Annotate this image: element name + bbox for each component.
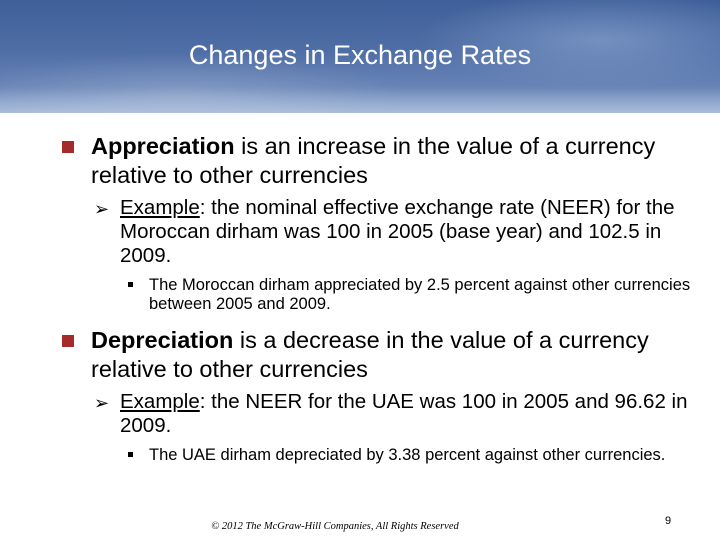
detail-text: The UAE dirham depreciated by 3.38 perce… xyxy=(149,446,666,464)
bullet-term: Appreciation xyxy=(91,133,235,159)
detail-text: The Moroccan dirham appreciated by 2.5 p… xyxy=(149,276,691,313)
example-label: Example xyxy=(120,390,200,413)
page-number: 9 xyxy=(665,515,672,527)
bullet-text: is an increase in the value of a currenc… xyxy=(91,133,656,188)
example-depreciation: ➢ Example: the NEER for the UAE was 100 … xyxy=(62,390,712,438)
square-bullet-icon xyxy=(62,335,74,347)
example-appreciation: ➢ Example: the nominal effective exchang… xyxy=(62,196,712,268)
small-square-bullet-icon xyxy=(128,282,133,287)
bullet-appreciation: Appreciation is an increase in the value… xyxy=(62,132,712,190)
bullet-term: Depreciation xyxy=(91,327,234,353)
arrow-bullet-icon: ➢ xyxy=(94,393,110,413)
copyright-footer: © 2012 The McGraw-Hill Companies, All Ri… xyxy=(211,521,459,532)
example-text: : the NEER for the UAE was 100 in 2005 a… xyxy=(120,390,688,437)
square-bullet-icon xyxy=(62,141,74,153)
small-square-bullet-icon xyxy=(128,452,133,457)
slide-title: Changes in Exchange Rates xyxy=(188,40,532,70)
detail-appreciation: The Moroccan dirham appreciated by 2.5 p… xyxy=(62,276,712,314)
title-bar: Changes in Exchange Rates xyxy=(0,0,720,113)
bullet-text: is a decrease in the value of a currency… xyxy=(91,327,649,382)
title-bar-band xyxy=(0,86,720,113)
example-text: : the nominal effective exchange rate (N… xyxy=(120,196,675,267)
slide-content: Appreciation is an increase in the value… xyxy=(62,132,712,477)
arrow-bullet-icon: ➢ xyxy=(94,199,110,219)
bullet-depreciation: Depreciation is a decrease in the value … xyxy=(62,326,712,384)
example-label: Example xyxy=(120,196,200,219)
detail-depreciation: The UAE dirham depreciated by 3.38 perce… xyxy=(62,446,712,465)
